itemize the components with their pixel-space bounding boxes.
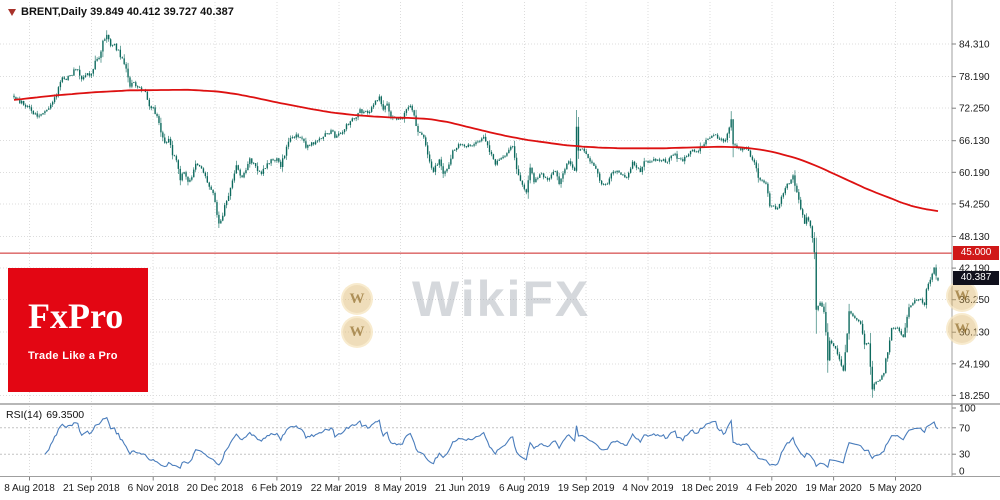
time-axis-label: 21 Jun 2019 <box>435 483 490 494</box>
rsi-axis-label: 100 <box>959 404 976 415</box>
time-axis-label: 22 Mar 2019 <box>311 483 368 494</box>
time-axis-label: 19 Mar 2020 <box>806 483 863 494</box>
time-axis-label: 4 Nov 2019 <box>622 483 674 494</box>
price-axis-label: 72.250 <box>959 104 990 115</box>
time-axis-label: 5 May 2020 <box>869 483 922 494</box>
fxpro-tagline: Trade Like a Pro <box>28 350 118 362</box>
current-price-tag: 40.387 <box>953 271 999 285</box>
symbol-marker-icon <box>8 8 16 16</box>
time-axis-label: 6 Aug 2019 <box>499 483 550 494</box>
moving-average-line[interactable] <box>13 88 939 212</box>
price-axis-label: 78.190 <box>959 72 990 83</box>
fxpro-logo-text: FxPro <box>28 296 124 336</box>
price-axis-label: 36.250 <box>959 295 990 306</box>
price-axis-label: 60.190 <box>959 168 990 179</box>
rsi-indicator-label: RSI(14) 69.3500 <box>6 409 88 421</box>
rsi-axis-label: 70 <box>959 423 971 434</box>
price-axis-label: 54.250 <box>959 199 990 210</box>
grid <box>0 2 952 474</box>
symbol-ohlc-text: BRENT,Daily 39.849 40.412 39.727 40.387 <box>21 6 234 18</box>
symbol-ohlc-header: BRENT,Daily 39.849 40.412 39.727 40.387 <box>8 6 234 18</box>
rsi-value: 69.3500 <box>46 409 85 421</box>
price-axis-label: 66.130 <box>959 136 990 147</box>
price-axis-label: 30.130 <box>959 328 990 339</box>
time-axis-label: 20 Dec 2018 <box>187 483 244 494</box>
candlestick-series <box>13 34 939 390</box>
price-axis[interactable]: 84.310 78.190 72.250 66.130 60.190 54.250 48.1… <box>952 40 990 478</box>
time-axis-label: 6 Feb 2019 <box>252 483 303 494</box>
rsi-axis-label: 0 <box>959 467 965 478</box>
hline-price-tag[interactable]: 45.000 <box>953 246 999 260</box>
fxpro-logo: FxPro Trade Like a Pro <box>8 268 148 392</box>
time-axis-label: 4 Feb 2020 <box>746 483 797 494</box>
price-axis-label: 42.190 <box>959 264 990 275</box>
rsi-line <box>44 416 939 470</box>
time-axis-label: 19 Sep 2019 <box>558 483 615 494</box>
price-axis-label: 48.130 <box>959 232 990 243</box>
time-axis-label: 6 Nov 2018 <box>128 483 180 494</box>
time-axis-label: 8 May 2019 <box>374 483 427 494</box>
time-axis[interactable]: 8 Aug 2018 21 Sep 2018 6 Nov 2018 20 Dec 20… <box>4 477 922 494</box>
time-axis-label: 8 Aug 2018 <box>4 483 55 494</box>
rsi-axis-label: 30 <box>959 450 971 461</box>
rsi-name: RSI(14) <box>6 409 43 421</box>
price-axis-label: 84.310 <box>959 40 990 51</box>
price-axis-label: 24.190 <box>959 359 990 370</box>
time-axis-label: 18 Dec 2019 <box>682 483 739 494</box>
price-axis-label: 18.250 <box>959 391 990 402</box>
candle-wicks <box>13 30 939 398</box>
time-axis-label: 21 Sep 2018 <box>63 483 120 494</box>
